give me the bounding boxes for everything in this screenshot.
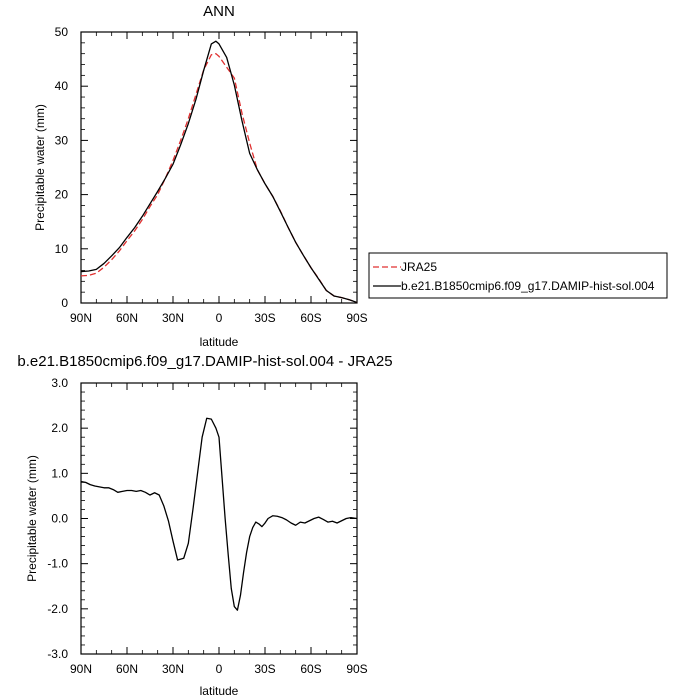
bottom-xtick-label: 30S	[254, 662, 275, 676]
bottom-xtick-label: 60S	[300, 662, 321, 676]
bottom-xtick-label: 90N	[70, 662, 92, 676]
top-xtick-label: 90N	[70, 311, 92, 325]
bottom-xtick-label: 30N	[162, 662, 184, 676]
top-xtick-label: 30S	[254, 311, 275, 325]
bottom-ytick-label: 1.0	[51, 466, 68, 480]
top-xtick-label: 60S	[300, 311, 321, 325]
legend-label-model: b.e21.B1850cmip6.f09_g17.DAMIP-hist-sol.…	[401, 279, 655, 293]
bottom-xtick-label: 60N	[116, 662, 138, 676]
legend-label-jra25: JRA25	[401, 260, 437, 274]
bottom-xtick-label: 0	[216, 662, 223, 676]
top-yaxis-label: Precipitable water (mm)	[33, 104, 47, 231]
top-ytick-label: 50	[55, 25, 69, 39]
bottom-plot-title: b.e21.B1850cmip6.f09_g17.DAMIP-hist-sol.…	[17, 353, 392, 370]
top-xaxis-label: latitude	[200, 335, 239, 349]
top-ytick-label: 30	[55, 133, 69, 147]
top-plot: ANN 90N 60N 30N 0 30S 60S 90S 0 10 20 30 40 50 latit…	[33, 3, 368, 349]
bottom-plot-series	[80, 417, 358, 611]
bottom-plot: b.e21.B1850cmip6.f09_g17.DAMIP-hist-sol.…	[17, 353, 392, 698]
top-plot-frame	[80, 31, 358, 304]
legend-frame	[368, 252, 668, 299]
top-ytick-label: 10	[55, 242, 69, 256]
bottom-ytick-label: -2.0	[47, 602, 68, 616]
top-series-line-1	[80, 40, 358, 304]
bottom-plot-ticks: 90N 60N 30N 0 30S 60S 90S -3.0 -2.0 -1.0 0.0 1.0 2.0…	[47, 376, 367, 676]
bottom-ytick-label: -3.0	[47, 647, 68, 661]
top-ytick-label: 0	[61, 296, 68, 310]
bottom-ytick-label: 0.0	[51, 512, 68, 526]
top-plot-title: ANN	[203, 3, 235, 20]
top-plot-series	[80, 40, 358, 304]
top-plot-ticks: 90N 60N 30N 0 30S 60S 90S 0 10 20 30 40 50	[55, 25, 368, 325]
bottom-ytick-label: -1.0	[47, 557, 68, 571]
bottom-yaxis-label: Precipitable water (mm)	[25, 455, 39, 582]
bottom-xaxis-label: latitude	[200, 684, 239, 698]
bottom-ytick-label: 2.0	[51, 421, 68, 435]
top-series-line-0	[80, 53, 358, 304]
top-xtick-label: 60N	[116, 311, 138, 325]
top-xtick-label: 0	[216, 311, 223, 325]
legend: JRA25 b.e21.B1850cmip6.f09_g17.DAMIP-his…	[368, 252, 668, 299]
top-ytick-label: 20	[55, 188, 69, 202]
bottom-xtick-label: 90S	[346, 662, 367, 676]
top-xtick-label: 30N	[162, 311, 184, 325]
bottom-series-line-0	[80, 417, 358, 611]
top-xtick-label: 90S	[346, 311, 367, 325]
top-ytick-label: 40	[55, 79, 69, 93]
bottom-ytick-label: 3.0	[51, 376, 68, 390]
